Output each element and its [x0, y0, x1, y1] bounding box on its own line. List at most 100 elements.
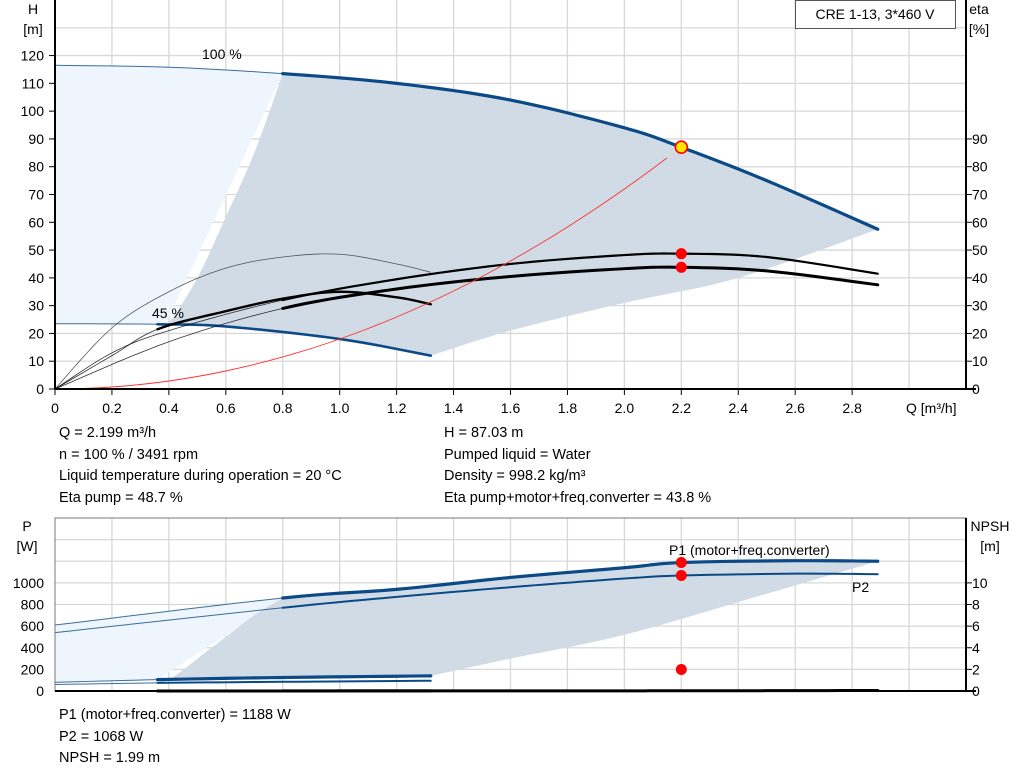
info-density: Density = 998.2 kg/m³	[444, 468, 586, 484]
info-liquid: Pumped liquid = Water	[444, 446, 591, 463]
x-axis-label: Q [m³/h]	[906, 400, 957, 416]
y-tick-label: 20	[28, 325, 44, 341]
y-tick-label: 60	[28, 214, 44, 230]
y2-axis-unit: [%]	[969, 21, 989, 37]
label-speed-45: 45 %	[152, 305, 184, 321]
x-tick-label: 0.4	[159, 400, 179, 416]
y2-tick-label: 80	[972, 159, 988, 175]
x-tick-label: 1.6	[501, 400, 521, 416]
y-tick-label: 120	[21, 48, 45, 64]
curve-eta_arc-thin	[54, 253, 431, 390]
p-tick-label: 1000	[13, 575, 44, 591]
duty-point	[675, 570, 687, 582]
info-bottom: P1 (motor+freq.converter) = 1188 W P2 = …	[59, 705, 291, 770]
light-operating-area	[55, 598, 283, 683]
curve-P1_45-thin	[54, 679, 158, 683]
npsh-axis-label: NPSH	[971, 518, 1010, 534]
y-tick-label: 10	[28, 353, 44, 369]
curve-P2_100	[281, 572, 879, 609]
duty-point-eta	[675, 261, 687, 273]
y-tick-label: 50	[28, 242, 44, 258]
y-tick-label: 70	[28, 187, 44, 203]
title-box	[795, 0, 956, 29]
y-tick-label: 90	[28, 131, 44, 147]
p-axis-unit: [W]	[17, 538, 38, 554]
info-temp: Liquid temperature during operation = 20…	[59, 468, 342, 484]
curve-H_100-thin	[54, 64, 283, 75]
p-axis-label: P	[22, 518, 31, 534]
curve-eta_total_100-thin	[54, 308, 283, 390]
y2-tick-label: 50	[972, 242, 988, 258]
info-top-left: Q = 2.199 m³/h n = 100 % / 3491 rpm Liqu…	[59, 423, 342, 509]
y-tick-label: 110	[22, 75, 45, 91]
npsh-tick-label: 6	[972, 618, 980, 634]
y-tick-label: 30	[28, 298, 44, 314]
info-p1: P1 (motor+freq.converter) = 1188 W	[59, 707, 291, 723]
info-p2: P2 = 1068 W	[59, 728, 144, 745]
p-tick-label: 600	[21, 618, 45, 634]
y2-tick-label: 0	[972, 381, 980, 397]
x-tick-label: 2.0	[615, 400, 635, 416]
x-tick-label: 2.2	[672, 400, 692, 416]
x-tick-label: 2.4	[729, 400, 749, 416]
curve-H_45	[156, 322, 433, 357]
npsh-tick-label: 4	[972, 640, 980, 656]
y-axis-label: H	[28, 1, 38, 17]
y-axis-unit: [m]	[23, 21, 42, 37]
chart-title: CRE 1-13, 3*460 V	[815, 6, 935, 22]
label-p1: P1 (motor+freq.converter)	[669, 542, 830, 558]
top-chart	[54, 0, 966, 390]
curve-P1_100	[281, 559, 880, 600]
operating-area	[157, 73, 878, 356]
curve-eta_pump_100-thin	[54, 299, 283, 390]
y2-tick-label: 60	[972, 214, 988, 230]
y2-tick-label: 90	[972, 131, 988, 147]
y-tick-label: 0	[36, 381, 44, 397]
curve-H_100	[281, 72, 880, 231]
label-p2: P2	[852, 579, 869, 595]
curve-P2_45-thin	[54, 682, 158, 686]
y-tick-label: 100	[21, 103, 45, 119]
curve-P1_45	[155, 674, 433, 682]
operating-area	[157, 560, 878, 682]
p-tick-label: 0	[36, 683, 44, 699]
p-tick-label: 400	[21, 640, 45, 656]
x-tick-label: 1.0	[330, 400, 350, 416]
x-tick-label: 1.8	[558, 400, 578, 416]
duty-point	[675, 557, 687, 569]
y2-axis-label: eta	[969, 1, 989, 17]
info-eta-total: Eta pump+motor+freq.converter = 43.8 %	[444, 489, 712, 506]
curve-eta_pump_45	[156, 290, 432, 331]
x-tick-label: 2.8	[842, 400, 862, 416]
x-tick-label: 1.2	[387, 400, 407, 416]
label-speed-100: 100 %	[202, 46, 242, 62]
curve-eta_total_100	[281, 265, 880, 310]
p-tick-label: 200	[21, 661, 45, 677]
info-h: H = 87.03 m	[444, 425, 524, 441]
y-tick-label: 80	[28, 159, 44, 175]
duty-point	[675, 663, 687, 675]
curve-eta_pump_100	[281, 252, 879, 302]
y-tick-label: 40	[28, 270, 44, 286]
x-tick-label: 0.6	[216, 400, 236, 416]
system-curve	[54, 157, 668, 390]
x-tick-label: 1.4	[444, 400, 464, 416]
npsh-tick-label: 0	[972, 683, 980, 699]
y2-tick-label: 20	[972, 325, 988, 341]
curve-P2_100-thin	[54, 607, 283, 634]
info-npsh: NPSH = 1.99 m	[59, 750, 161, 766]
x-tick-label: 0.2	[102, 400, 122, 416]
npsh-tick-label: 2	[972, 661, 980, 677]
curve-P1_100-thin	[54, 597, 283, 626]
x-tick-label: 0.8	[273, 400, 293, 416]
npsh-tick-label: 8	[972, 597, 980, 613]
curve-P2_45	[156, 679, 432, 684]
npsh-tick-label: 10	[972, 575, 988, 591]
duty-point-head	[674, 140, 689, 154]
y2-tick-label: 30	[972, 298, 988, 314]
info-eta-pump: Eta pump = 48.7 %	[59, 489, 183, 506]
info-q: Q = 2.199 m³/h	[59, 425, 157, 441]
y2-tick-label: 10	[972, 353, 988, 369]
curve-eta_pump_45-thin	[54, 328, 158, 390]
